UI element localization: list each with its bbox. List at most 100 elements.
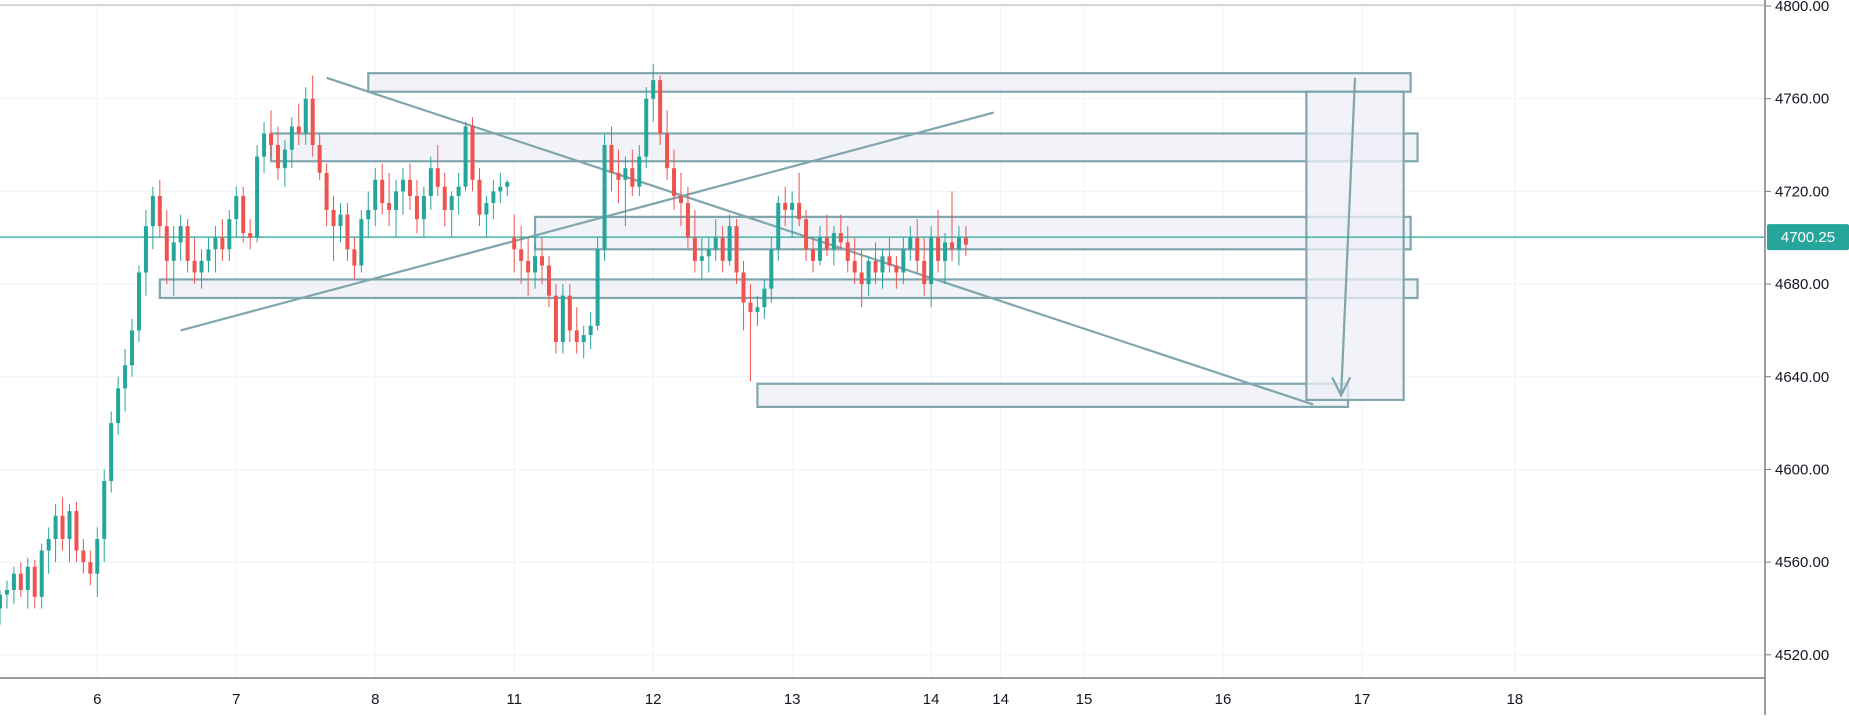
candle-down	[963, 226, 968, 257]
candle-body	[0, 594, 2, 609]
candle-up	[623, 156, 628, 227]
candle-up	[143, 209, 148, 296]
candle-body	[463, 126, 468, 187]
candle-up	[866, 256, 871, 296]
candle-up	[136, 265, 141, 342]
candle-body	[39, 550, 44, 597]
candle-body	[428, 168, 433, 197]
candle-body	[470, 126, 475, 180]
candle-body	[136, 272, 141, 331]
candle-down	[616, 149, 621, 203]
arrow-head	[1331, 376, 1352, 398]
candle-body	[192, 260, 197, 273]
candle-down	[310, 75, 315, 157]
candle-body	[456, 186, 461, 197]
candle-up	[39, 543, 44, 609]
candle-up	[929, 226, 934, 308]
candle-body	[213, 237, 218, 250]
x-tick-label: 12	[645, 691, 662, 708]
candle-up	[123, 348, 128, 412]
candle-down	[720, 226, 725, 273]
candle-up	[46, 527, 51, 574]
candle-body	[894, 265, 899, 273]
candle-down	[317, 133, 322, 180]
candle-body	[637, 156, 642, 187]
candle-up	[373, 168, 378, 227]
candle-body	[109, 423, 114, 482]
candle-up	[449, 191, 454, 238]
candle-down	[678, 172, 683, 227]
candle-up	[790, 191, 795, 238]
candle-body	[665, 133, 670, 169]
candle-down	[748, 284, 753, 382]
candle-body	[373, 179, 378, 210]
x-tick-label: 15	[1076, 691, 1093, 708]
candle-body	[873, 260, 878, 273]
candle-up	[150, 186, 155, 250]
candle-body	[130, 330, 135, 366]
candle-body	[157, 196, 162, 227]
candle-body	[81, 550, 86, 563]
candle-down	[296, 103, 301, 146]
candle-body	[685, 202, 690, 238]
candle-body	[102, 481, 107, 539]
candle-up	[706, 237, 711, 273]
candle-body	[366, 209, 371, 220]
price-badge-group: 4700.25	[1767, 224, 1849, 251]
candle-down	[936, 209, 941, 273]
candle-body	[164, 226, 169, 261]
candle-body	[262, 133, 267, 157]
candle-body	[310, 98, 315, 146]
candle-body	[32, 566, 37, 597]
x-tick-label: 16	[1215, 691, 1232, 708]
candle-body	[706, 249, 711, 257]
candle-down	[824, 214, 829, 257]
candle-up	[0, 589, 2, 625]
candle-body	[769, 249, 774, 289]
candle-body	[484, 202, 489, 215]
candle-body	[88, 562, 93, 574]
candle-down	[387, 172, 392, 227]
candle-body	[644, 98, 649, 157]
candle-body	[380, 179, 385, 203]
candle-body	[776, 202, 781, 250]
candle-up	[505, 179, 510, 197]
candle-up	[206, 237, 211, 273]
zone-rectangle	[1305, 90, 1405, 402]
candle-body	[915, 237, 920, 261]
candle-up	[651, 63, 656, 122]
candle-body	[282, 149, 287, 169]
candle-up	[262, 121, 267, 173]
candle-body	[421, 196, 426, 220]
candle-body	[887, 256, 892, 266]
candle-down	[512, 214, 517, 273]
candle-down	[609, 126, 614, 192]
candle-body	[901, 249, 906, 273]
candle-down	[630, 149, 635, 197]
candle-body	[241, 196, 246, 234]
candle-down	[185, 219, 190, 273]
candle-body	[303, 98, 308, 134]
candle-down	[741, 260, 746, 331]
candle-down	[859, 249, 864, 308]
candle-body	[477, 179, 482, 215]
candle-down	[665, 110, 670, 180]
candle-body	[936, 237, 941, 261]
candle-up	[109, 411, 114, 493]
candle-body	[804, 219, 809, 250]
candle-up	[908, 226, 913, 261]
candle-up	[401, 168, 406, 215]
candle-body	[949, 242, 954, 250]
candle-up	[116, 376, 121, 435]
candle-up	[560, 284, 565, 354]
candle-down	[414, 179, 419, 234]
candle-down	[88, 550, 93, 586]
candle-down	[32, 559, 37, 609]
candle-up	[227, 209, 232, 261]
candle-body	[248, 233, 253, 238]
candle-up	[588, 311, 593, 349]
candle-down	[275, 126, 280, 180]
